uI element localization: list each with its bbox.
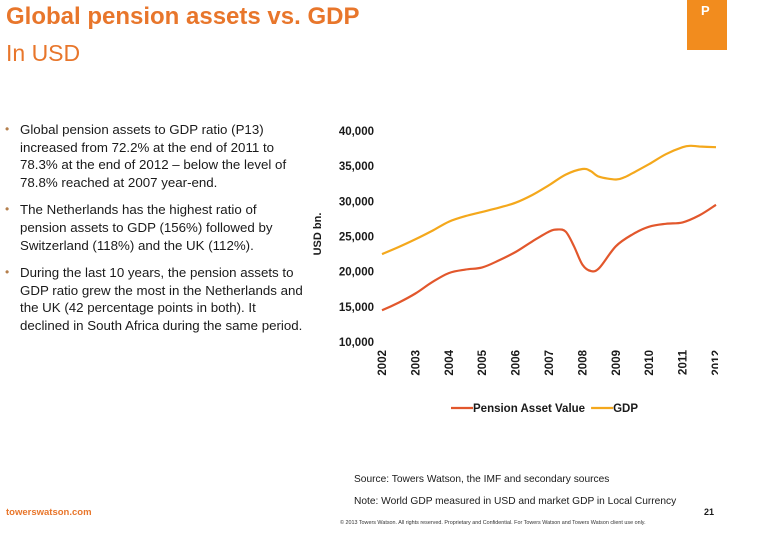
page-subtitle: In USD [6,40,81,66]
x-tick-label: 2003 [410,350,422,376]
x-tick-label: 2011 [678,349,690,375]
footnote: Note: World GDP measured in USD and mark… [354,496,677,507]
brand-link[interactable]: towerswatson.com [6,507,92,518]
bullet-list: • Global pension assets to GDP ratio (P13… [4,121,304,345]
y-tick-label: 35,000 [339,161,374,173]
page-title: Global pension assets vs. GDP [6,3,360,30]
x-axis-ticks: 2002 2003 2004 2005 2006 2007 2008 2009 2010 2011… [377,349,718,375]
corner-tab: P [687,0,727,50]
source-note: Source: Towers Watson, the IMF and secon… [354,474,610,485]
copyright-notice: © 2013 Towers Watson. All rights reserve… [340,520,646,526]
x-tick-label: 2005 [477,349,489,375]
x-tick-label: 2010 [644,350,656,376]
x-tick-label: 2008 [577,349,589,375]
y-tick-label: 40,000 [339,126,374,138]
bullet-dot-icon: • [5,122,10,136]
x-tick-label: 2007 [544,350,556,376]
bullet-text: During the last 10 years, the pension as… [20,265,303,333]
legend-label: Pension Asset Value [473,403,585,415]
bullet-text: The Netherlands has the highest ratio of… [20,202,273,253]
series-lines [381,144,717,312]
bullet-dot-icon: • [5,265,10,280]
series-line-pension-asset-value [381,203,717,312]
x-tick-label: 2004 [444,349,456,375]
x-tick-label: 2009 [611,350,623,376]
y-tick-label: 10,000 [339,337,374,349]
page-number: 21 [704,507,715,517]
bullet-item: • Global pension assets to GDP ratio (P13… [4,121,304,191]
x-tick-label: 2006 [511,350,523,376]
y-tick-label: 20,000 [339,267,374,279]
x-tick-label: 2012 [711,350,718,376]
y-tick-label: 30,000 [339,196,374,208]
series-line-gdp [381,144,717,256]
bullet-text: Global pension assets to GDP ratio (P13)… [20,122,287,190]
chart-legend: Pension Asset Value GDP [451,403,638,415]
line-chart: 40,000 35,000 30,000 25,000 20,000 15,000 10,0… [312,126,718,415]
corner-tab-label: P [701,3,710,18]
bullet-dot-icon: • [5,202,10,217]
legend-label: GDP [613,403,638,415]
bullet-item: • During the last 10 years, the pension a… [4,264,304,334]
x-tick-label: 2002 [377,350,389,376]
y-axis-label: USD bn. [312,213,324,256]
y-axis-ticks: 40,000 35,000 30,000 25,000 20,000 15,000 10,0… [339,126,374,349]
y-tick-label: 25,000 [339,232,374,244]
y-tick-label: 15,000 [339,302,374,314]
bullet-item: • The Netherlands has the highest ratio o… [4,201,304,254]
